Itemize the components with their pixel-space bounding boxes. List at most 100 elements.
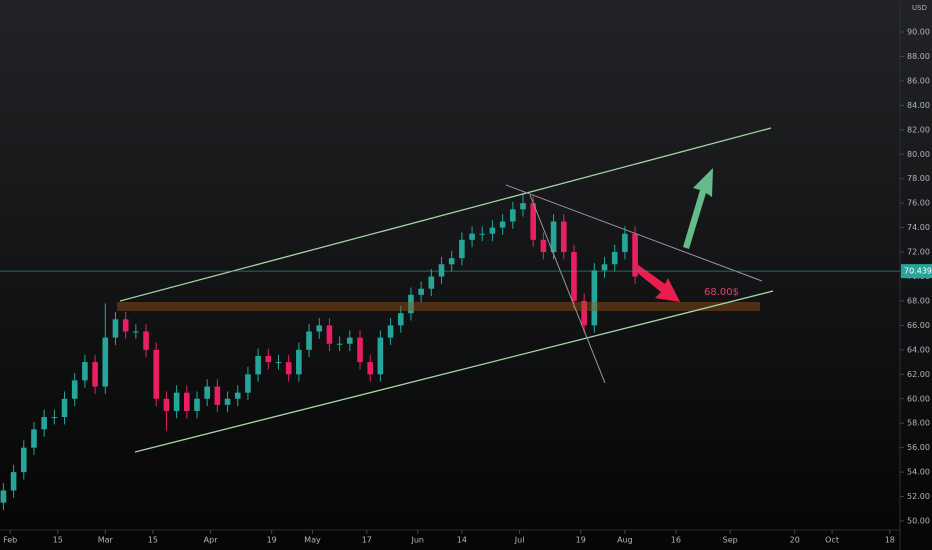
trend-line (529, 194, 606, 384)
candle-body (530, 203, 537, 240)
candle-body (520, 203, 526, 210)
x-tick-label: 19 (576, 536, 586, 545)
candle-body (194, 398, 200, 411)
candle-body (357, 337, 363, 363)
candle-body (92, 362, 98, 387)
candle-body (255, 355, 261, 375)
candle-body (102, 337, 109, 387)
y-tick-label: 84.00 (907, 101, 930, 110)
candle-body (448, 258, 455, 265)
support-zone (117, 302, 760, 311)
candle-body (560, 221, 567, 253)
down-arrow (634, 264, 680, 302)
candle-body (31, 429, 37, 448)
y-tick-label: 64.00 (907, 345, 930, 354)
candle-body (387, 325, 394, 338)
candle-body (581, 300, 587, 326)
candle-body (41, 417, 47, 430)
candle-body (550, 221, 557, 253)
candle-body (306, 331, 312, 350)
candle-body (479, 233, 486, 235)
y-tick-label: 66.00 (907, 321, 930, 330)
candle-body (540, 239, 547, 253)
candle-body (10, 472, 17, 491)
x-tick-label: 19 (267, 536, 277, 545)
plot-area (0, 193, 638, 510)
candle-body (245, 374, 251, 393)
x-tick-label: Apr (204, 536, 219, 545)
x-tick-label: 18 (885, 536, 895, 545)
y-tick-label: 58.00 (907, 419, 930, 428)
candle-body (397, 313, 404, 326)
candle-body (489, 227, 496, 234)
candle-body (377, 337, 384, 375)
candle-body (622, 233, 628, 253)
candle-body (469, 233, 475, 240)
candle-body (173, 392, 180, 411)
channel-bottom (134, 290, 774, 453)
candle-body (0, 490, 7, 503)
x-tick-label: 17 (362, 536, 372, 545)
x-tick-label: 16 (671, 536, 681, 545)
candle-body (591, 270, 598, 326)
y-tick-label: 88.00 (907, 52, 930, 61)
y-tick-label: 90.00 (907, 28, 930, 37)
candle-body (143, 331, 149, 350)
candle-body (275, 362, 282, 364)
y-tick-label: 56.00 (907, 443, 930, 452)
candle-body (510, 209, 516, 222)
candle-body (336, 343, 343, 345)
last-price-box (901, 264, 932, 279)
currency: USD (912, 4, 927, 12)
y-tick-label: 80.00 (907, 150, 930, 159)
candle-body (183, 392, 190, 411)
candle-body (61, 398, 68, 418)
y-tick-label: 76.00 (907, 199, 930, 208)
y-tick-label: 60.00 (907, 394, 930, 403)
candle-body (285, 362, 292, 375)
y-tick-label: 86.00 (907, 76, 930, 85)
candle-body (71, 380, 78, 399)
y-tick-label: 82.00 (907, 125, 930, 134)
x-tick-label: Jun (410, 536, 424, 545)
x-tick-label: 14 (457, 536, 467, 545)
candle-body (459, 239, 465, 259)
candle-body (122, 319, 129, 332)
y-tick-label: 68.00 (907, 296, 930, 305)
y-tick-label: 54.00 (907, 468, 930, 477)
y-tick-label: 78.00 (907, 174, 930, 183)
candle-body (438, 264, 445, 277)
candle-body (112, 319, 119, 338)
candle-body (133, 331, 139, 333)
x-tick-label: 15 (53, 536, 63, 545)
candle-body (571, 252, 577, 301)
candle-body (347, 337, 353, 344)
last-price-label: 70.439 (904, 267, 932, 276)
candle-body (408, 294, 414, 314)
candle-body (316, 325, 323, 332)
candle-body (499, 221, 506, 228)
candle-body (418, 288, 424, 295)
candle-body (214, 386, 221, 405)
candle-body (204, 386, 210, 399)
candle-body (601, 264, 608, 271)
candle-body (20, 447, 27, 473)
candle-body (224, 398, 231, 405)
y-tick-label: 72.00 (907, 248, 930, 257)
candle-body (326, 325, 333, 344)
up-arrow (683, 168, 713, 249)
y-tick-label: 50.00 (907, 517, 930, 526)
candle-body (296, 349, 302, 375)
x-tick-label: 20 (790, 536, 800, 545)
candle-body (367, 362, 373, 375)
x-tick-label: Oct (825, 536, 839, 545)
trend-line (505, 184, 763, 282)
x-tick-label: Sep (723, 536, 738, 545)
x-tick-label: Feb (3, 536, 17, 545)
candle-body (265, 355, 272, 363)
candle-body (632, 233, 638, 277)
y-tick-label: 74.00 (907, 223, 930, 232)
x-tick-label: Aug (617, 536, 633, 545)
